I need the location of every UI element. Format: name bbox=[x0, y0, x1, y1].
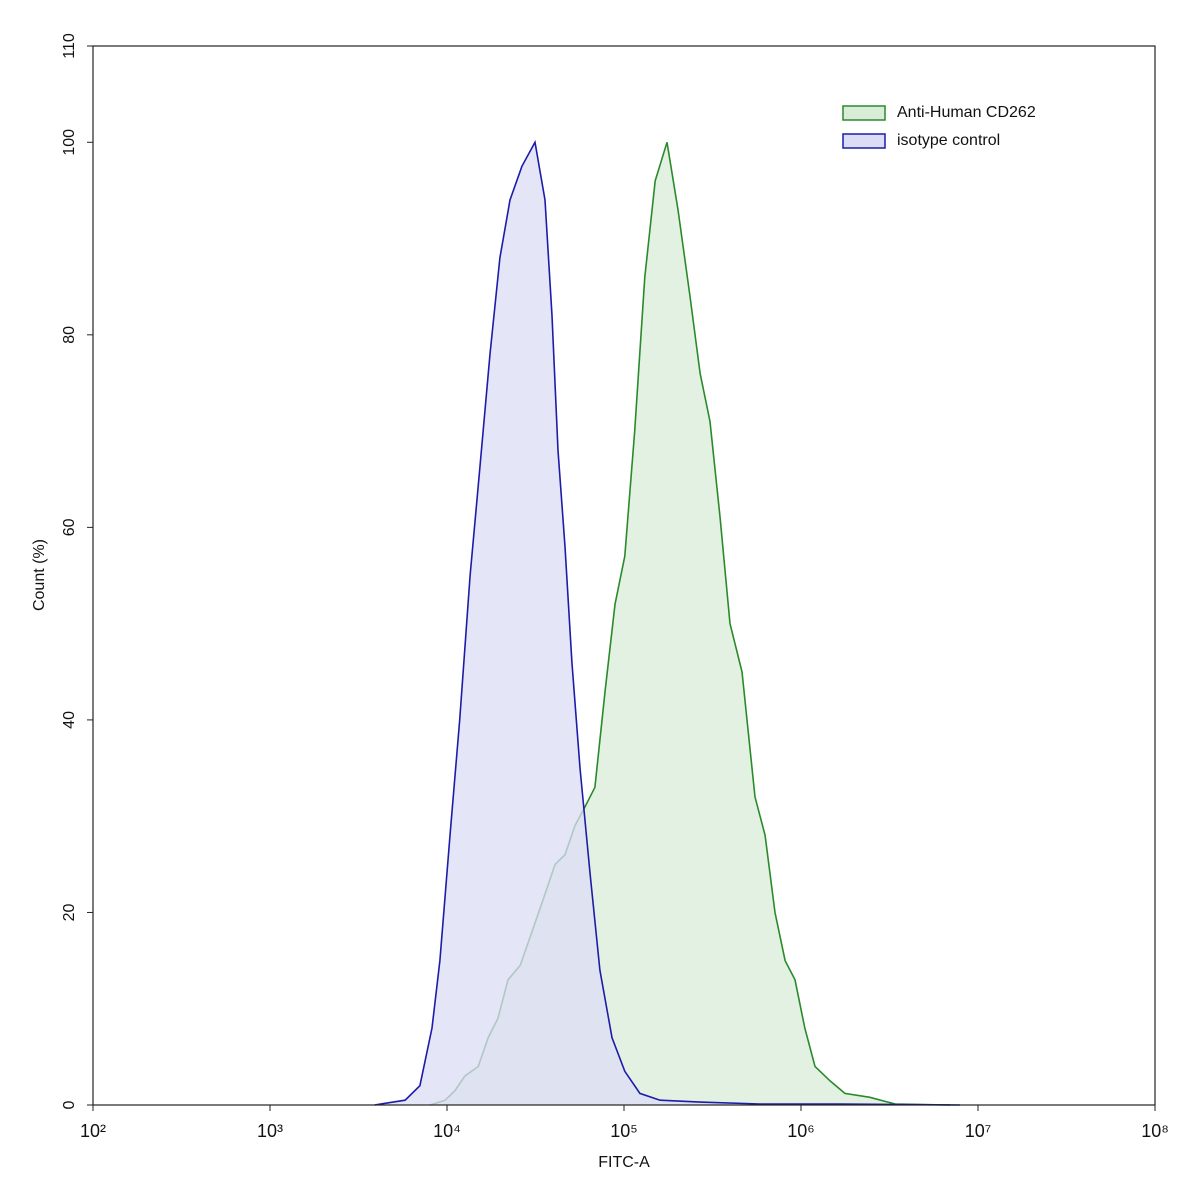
y-tick-label: 110 bbox=[61, 33, 78, 59]
x-axis-title: FITC-A bbox=[598, 1154, 650, 1171]
x-tick-label: 10⁵ bbox=[610, 1121, 637, 1141]
x-tick-label: 10² bbox=[80, 1121, 106, 1141]
x-tick-label: 10⁷ bbox=[965, 1121, 992, 1141]
legend-label: isotype control bbox=[897, 132, 1000, 149]
y-tick-label: 100 bbox=[61, 129, 78, 156]
area-line bbox=[374, 139, 960, 1106]
y-tick-label: 60 bbox=[61, 518, 78, 536]
y-tick-label: 20 bbox=[61, 903, 78, 921]
legend-swatch bbox=[842, 133, 886, 149]
legend-label: Anti-Human CD262 bbox=[897, 104, 1036, 121]
y-axis-title: Count (%) bbox=[31, 539, 48, 611]
y-tick-label: 40 bbox=[61, 711, 78, 729]
area-fill bbox=[374, 142, 960, 1106]
x-tick-label: 10³ bbox=[257, 1121, 283, 1141]
legend-swatch bbox=[842, 105, 886, 121]
x-tick-label: 10⁸ bbox=[1141, 1121, 1169, 1141]
y-tick-label: 0 bbox=[61, 1100, 78, 1109]
x-tick-label: 10⁴ bbox=[433, 1121, 461, 1141]
x-tick-label: 10⁶ bbox=[787, 1121, 814, 1141]
y-tick-label: 80 bbox=[61, 326, 78, 344]
